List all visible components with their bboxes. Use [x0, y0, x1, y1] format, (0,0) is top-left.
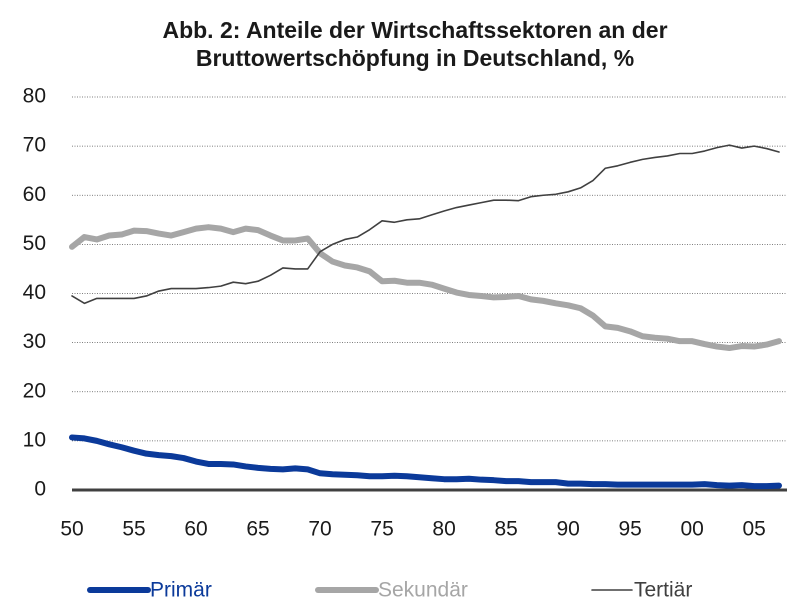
series-line [71, 144, 780, 305]
x-tick-label: 95 [618, 518, 641, 541]
series-line [69, 224, 782, 352]
y-tick-label: 10 [23, 428, 46, 451]
y-tick-label: 70 [23, 134, 46, 157]
y-tick-label: 20 [23, 379, 46, 402]
legend-label: Sekundär [378, 579, 468, 601]
legend-label: Primär [150, 579, 212, 601]
x-tick-label: 50 [60, 518, 83, 541]
y-tick-label: 0 [34, 478, 46, 501]
y-tick-label: 80 [23, 85, 46, 108]
y-tick-label: 40 [23, 281, 46, 304]
legend-label: Tertiär [634, 579, 692, 601]
x-tick-label: 75 [370, 518, 393, 541]
x-tick-label: 00 [680, 518, 703, 541]
chart-title: Abb. 2: Anteile der Wirtschaftssektoren … [162, 17, 667, 43]
y-tick-label: 30 [23, 330, 46, 353]
x-tick-label: 80 [432, 518, 455, 541]
x-tick-label: 60 [184, 518, 207, 541]
x-tick-label: 55 [122, 518, 145, 541]
x-tick-label: 85 [494, 518, 517, 541]
series-line [69, 434, 782, 490]
x-tick-label: 70 [308, 518, 331, 541]
chart-title: Bruttowertschöpfung in Deutschland, % [196, 45, 634, 71]
y-tick-label: 50 [23, 232, 46, 255]
x-tick-label: 05 [743, 518, 766, 541]
x-tick-label: 65 [246, 518, 269, 541]
x-tick-label: 90 [556, 518, 579, 541]
y-tick-label: 60 [23, 183, 46, 206]
